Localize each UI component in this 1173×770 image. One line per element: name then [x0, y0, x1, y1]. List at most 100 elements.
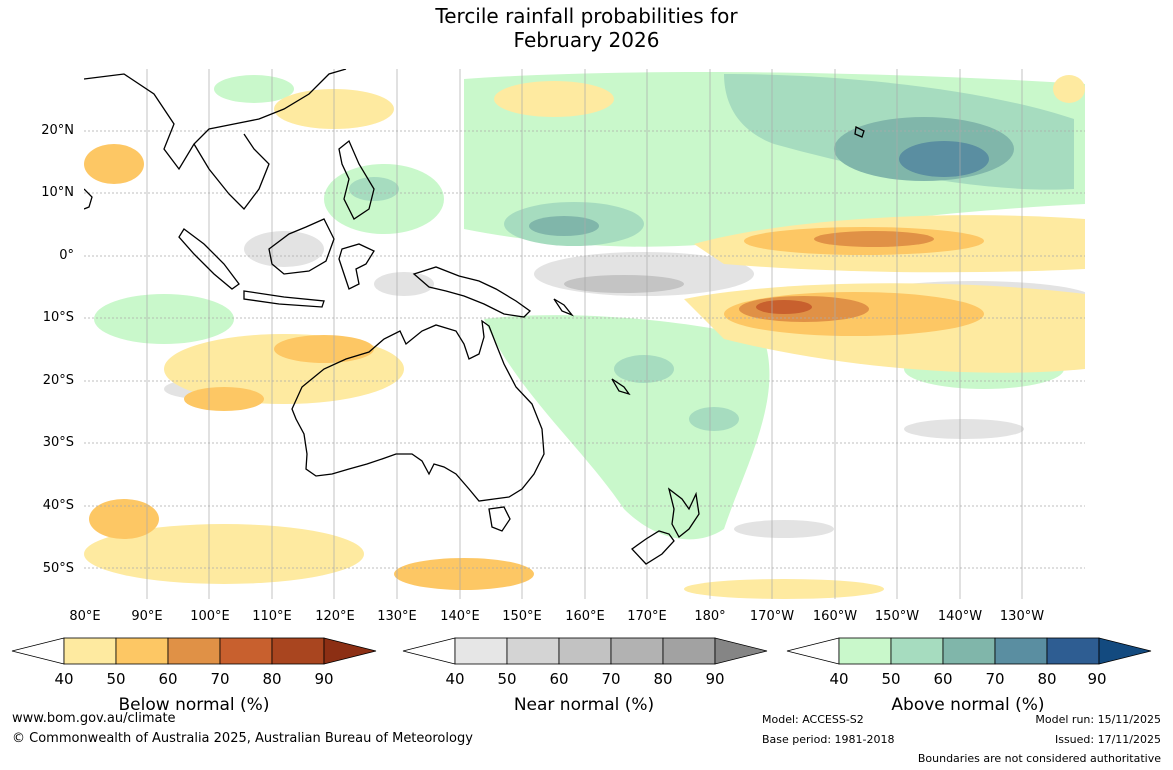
new-guinea-coastline: [412, 266, 532, 318]
colorbar-near-normal: [402, 637, 768, 665]
lon-label-170w: 170°W: [749, 609, 795, 624]
lon-label-120e: 120°E: [315, 609, 355, 624]
map-title: Tercile rainfall probabilities for Febru…: [0, 4, 1173, 52]
near-normal-tick-40: 40: [445, 670, 465, 688]
colorbar-near-normal-seg-6: [714, 637, 768, 665]
philippines-coastline: [338, 139, 375, 220]
above-normal-tick-50: 50: [881, 670, 901, 688]
lat-label-0: 0°: [59, 248, 74, 263]
colorbar-near-normal-seg-2: [506, 637, 560, 665]
lon-label-130w: 130°W: [999, 609, 1045, 624]
near-normal-tick-90: 90: [705, 670, 725, 688]
lon-label-170e: 170°E: [627, 609, 667, 624]
above-normal-tick-70: 70: [985, 670, 1005, 688]
lat-label-40s: 40°S: [42, 498, 74, 513]
colorbar-below-normal-seg-5: [271, 637, 325, 665]
below-normal-regions: [84, 75, 1085, 599]
lon-label-160e: 160°E: [565, 609, 605, 624]
lon-label-130e: 130°E: [377, 609, 417, 624]
asia-mainland-coastline: [84, 69, 347, 171]
pacific-islands-coastline: [553, 298, 631, 396]
below-normal-tick-90: 90: [314, 670, 334, 688]
boundaries-disclaimer: Boundaries are not considered authoritat…: [917, 752, 1161, 765]
lat-label-30s: 30°S: [42, 435, 74, 450]
below-normal-tick-80: 80: [262, 670, 282, 688]
above-normal-tick-40: 40: [829, 670, 849, 688]
colorbar-above-normal-seg-0: [786, 637, 840, 665]
model-name: Model: ACCESS-S2: [762, 713, 864, 726]
colorbar-below-normal-seg-2: [115, 637, 169, 665]
lat-label-50s: 50°S: [42, 561, 74, 576]
lon-label-140w: 140°W: [937, 609, 983, 624]
new-zealand-south-coastline: [631, 530, 675, 565]
map-canvas: [84, 69, 1085, 599]
legend-below-normal: [11, 634, 377, 668]
above-normal-legend-title: Above normal (%): [891, 695, 1045, 715]
colorbar-near-normal-seg-4: [610, 637, 664, 665]
colorbar-above-normal-seg-1: [838, 637, 892, 665]
lat-label-10s: 10°S: [42, 310, 74, 325]
lat-label-10n: 10°N: [41, 185, 74, 200]
below-normal-tick-50: 50: [106, 670, 126, 688]
below-normal-tick-60: 60: [158, 670, 178, 688]
graticule: [84, 69, 1085, 599]
issued-date: Issued: 17/11/2025: [1054, 733, 1161, 746]
colorbar-above-normal-seg-6: [1098, 637, 1152, 665]
lon-label-90e: 90°E: [131, 609, 163, 624]
colorbar-above-normal: [786, 637, 1152, 665]
below-normal-tick-40: 40: [54, 670, 74, 688]
title-line-1: Tercile rainfall probabilities for: [435, 4, 738, 28]
lon-label-110e: 110°E: [252, 609, 292, 624]
sumatra-coastline: [178, 228, 240, 290]
colorbar-above-normal-seg-5: [1046, 637, 1100, 665]
legend-near-normal: [402, 634, 768, 668]
colorbar-below-normal-seg-0: [11, 637, 65, 665]
colorbar-above-normal-seg-3: [942, 637, 996, 665]
near-normal-tick-50: 50: [497, 670, 517, 688]
lon-label-180: 180°: [694, 609, 726, 624]
sulawesi-coastline: [338, 243, 375, 290]
below-normal-tick-70: 70: [210, 670, 230, 688]
title-line-2: February 2026: [513, 28, 660, 52]
above-normal-tick-80: 80: [1037, 670, 1057, 688]
near-normal-tick-60: 60: [549, 670, 569, 688]
australia-coastline: [291, 319, 545, 502]
above-normal-tick-90: 90: [1087, 670, 1107, 688]
website-link[interactable]: www.bom.gov.au/climate: [12, 711, 176, 726]
colorbar-below-normal-seg-1: [63, 637, 117, 665]
lon-label-150e: 150°E: [502, 609, 542, 624]
lon-label-160w: 160°W: [812, 609, 858, 624]
lat-label-20s: 20°S: [42, 373, 74, 388]
new-zealand-north-coastline: [667, 487, 700, 538]
coastlines: [84, 69, 865, 565]
colorbar-above-normal-seg-4: [994, 637, 1048, 665]
tasmania-coastline: [488, 506, 511, 532]
sri-lanka-coastline: [84, 188, 93, 210]
near-normal-tick-70: 70: [601, 670, 621, 688]
below-normal-legend-title: Below normal (%): [118, 695, 270, 715]
near-normal-legend-title: Near normal (%): [513, 695, 655, 715]
legend-above-normal: [786, 634, 1152, 668]
near-normal-regions: [164, 161, 1085, 538]
lat-label-20n: 20°N: [41, 123, 74, 138]
hawaii-coastline: [854, 126, 865, 138]
above-normal-regions: [94, 72, 1085, 540]
lon-label-150w: 150°W: [874, 609, 920, 624]
colorbar-near-normal-seg-0: [402, 637, 456, 665]
colorbar-above-normal-seg-2: [890, 637, 944, 665]
lon-label-100e: 100°E: [190, 609, 230, 624]
colorbar-near-normal-seg-5: [662, 637, 716, 665]
colorbar-below-normal: [11, 637, 377, 665]
lon-label-80e: 80°E: [69, 609, 101, 624]
java-coastline: [243, 290, 325, 308]
above-normal-tick-60: 60: [933, 670, 953, 688]
lon-label-140e: 140°E: [440, 609, 480, 624]
borneo-coastline: [268, 218, 335, 275]
indochina-coastline: [193, 133, 270, 210]
model-run-date: Model run: 15/11/2025: [1035, 713, 1161, 726]
colorbar-near-normal-seg-3: [558, 637, 612, 665]
colorbar-below-normal-seg-6: [323, 637, 377, 665]
near-normal-tick-80: 80: [653, 670, 673, 688]
colorbar-below-normal-seg-3: [167, 637, 221, 665]
colorbar-below-normal-seg-4: [219, 637, 273, 665]
